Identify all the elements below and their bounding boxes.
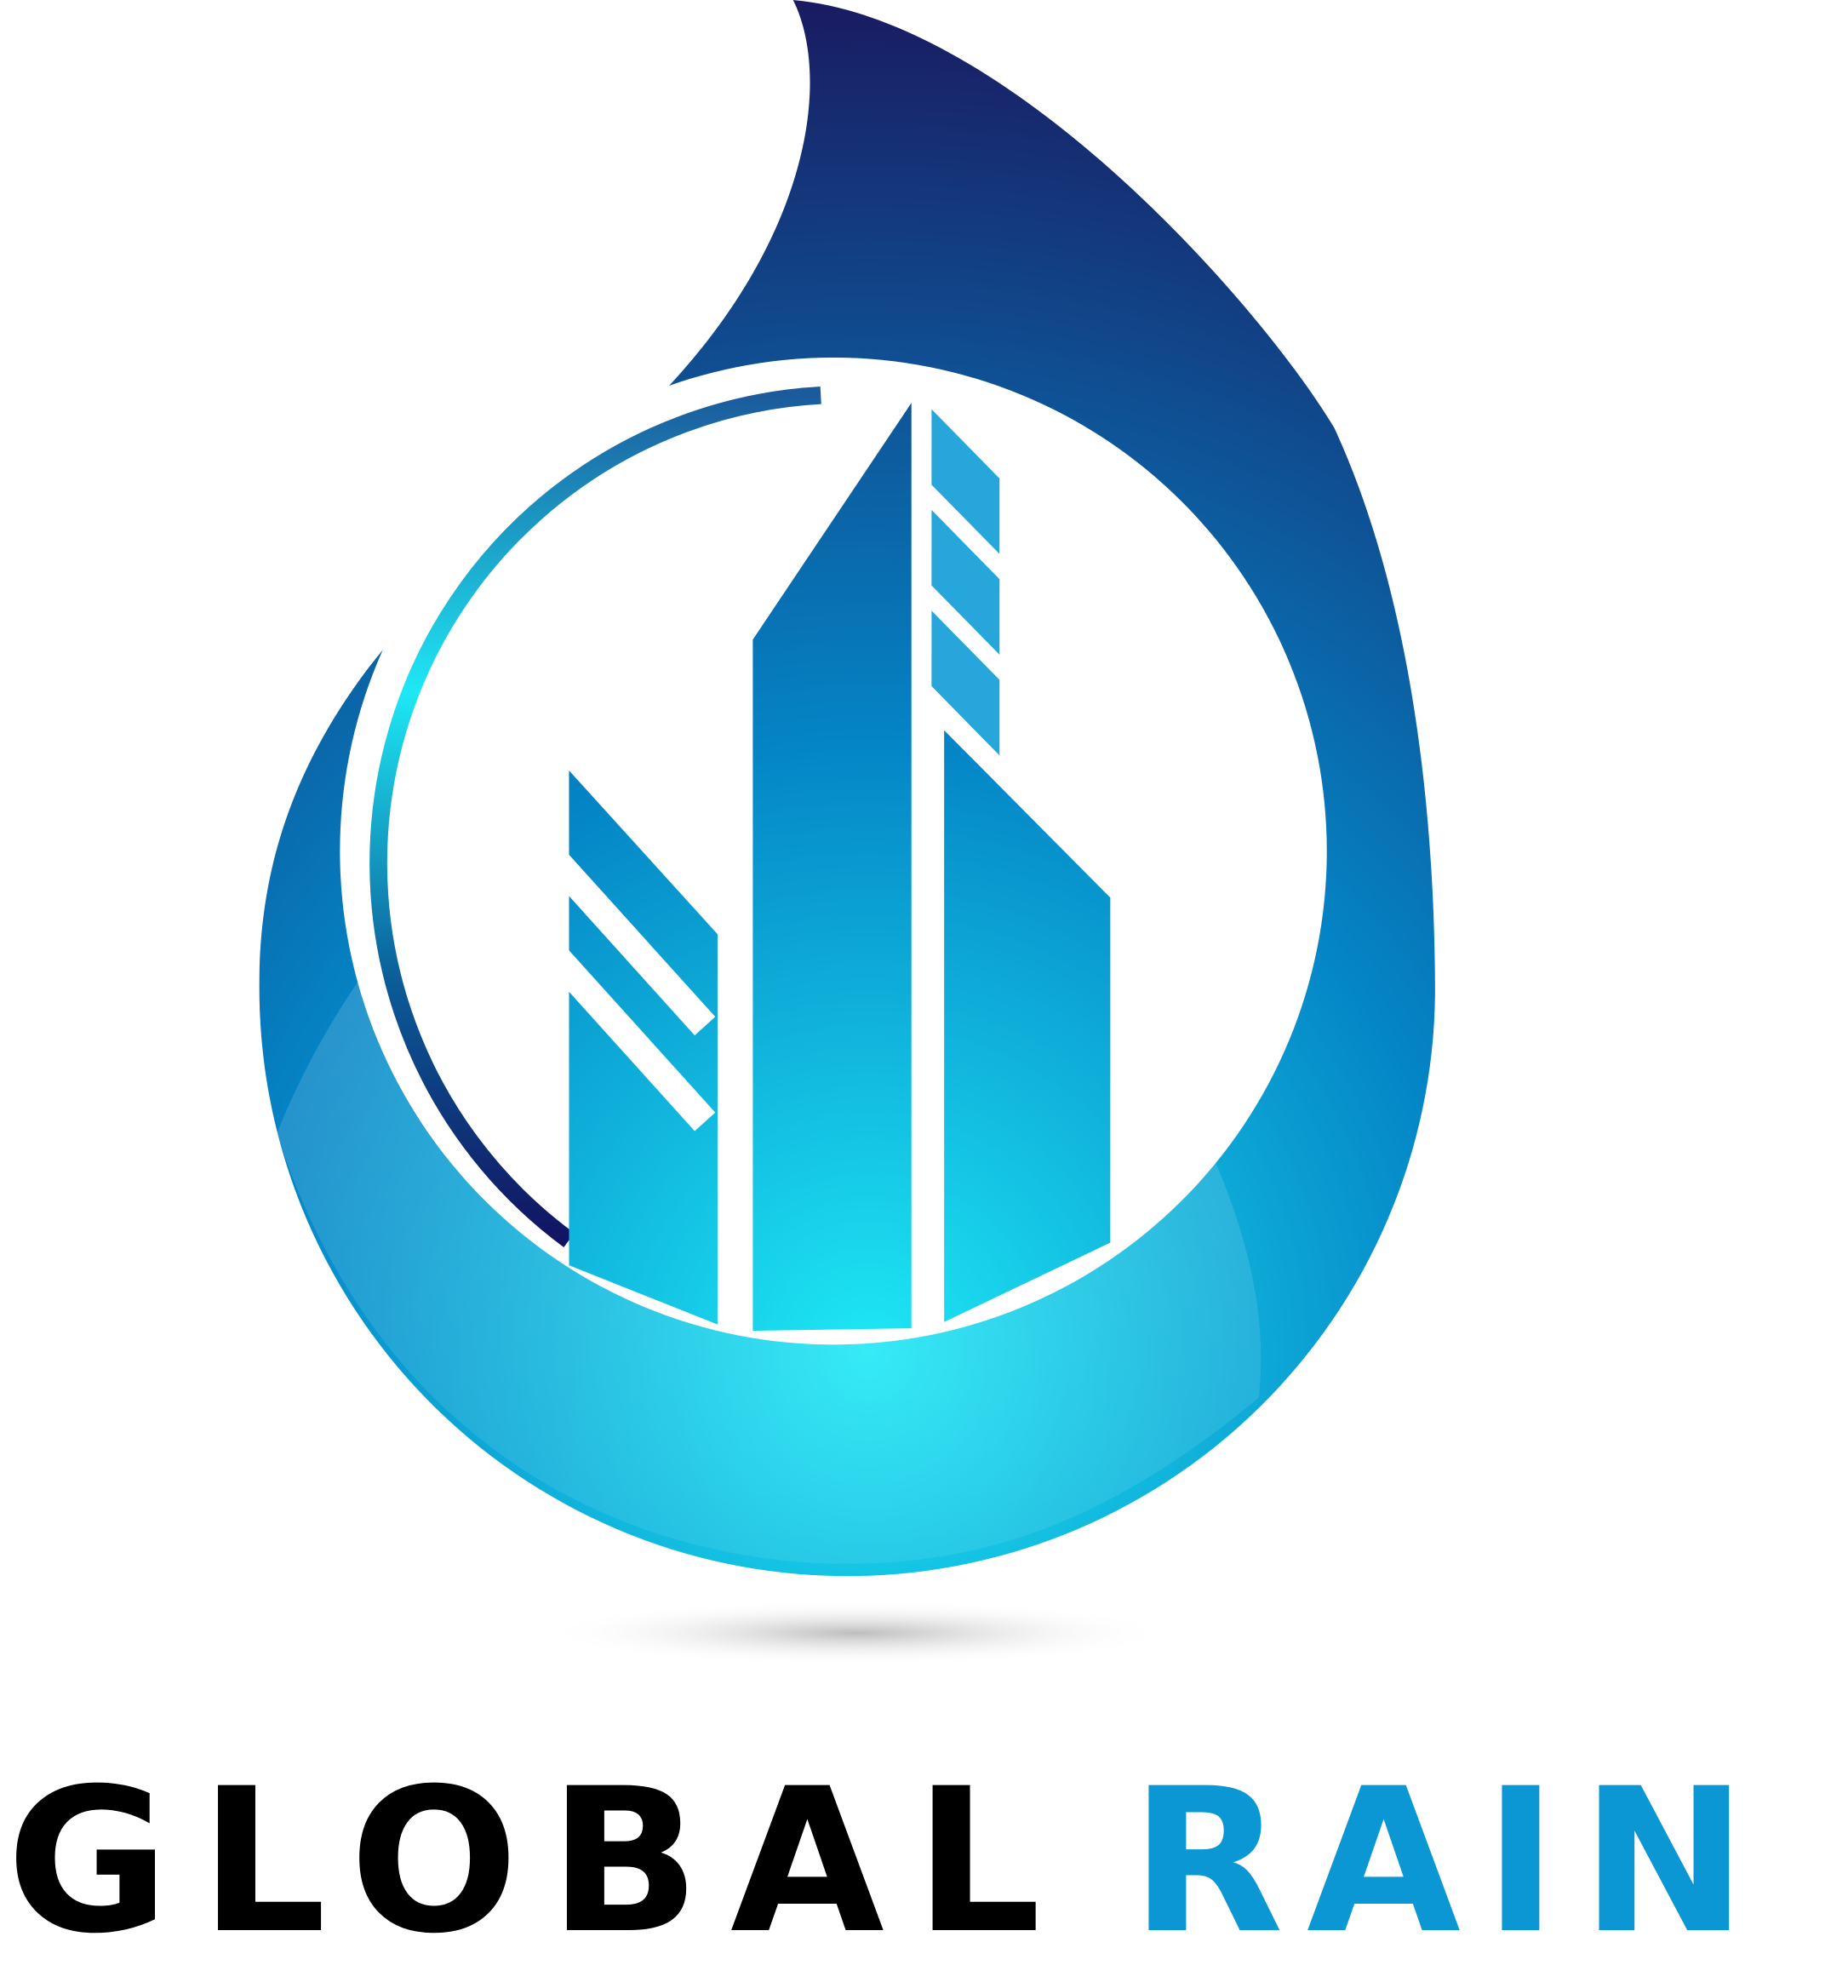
wordmark-first: GLOBAL	[6, 1746, 1041, 1978]
drop-icon	[259, 0, 1435, 1666]
wordmark-second: RAIN	[1130, 1746, 1748, 1978]
